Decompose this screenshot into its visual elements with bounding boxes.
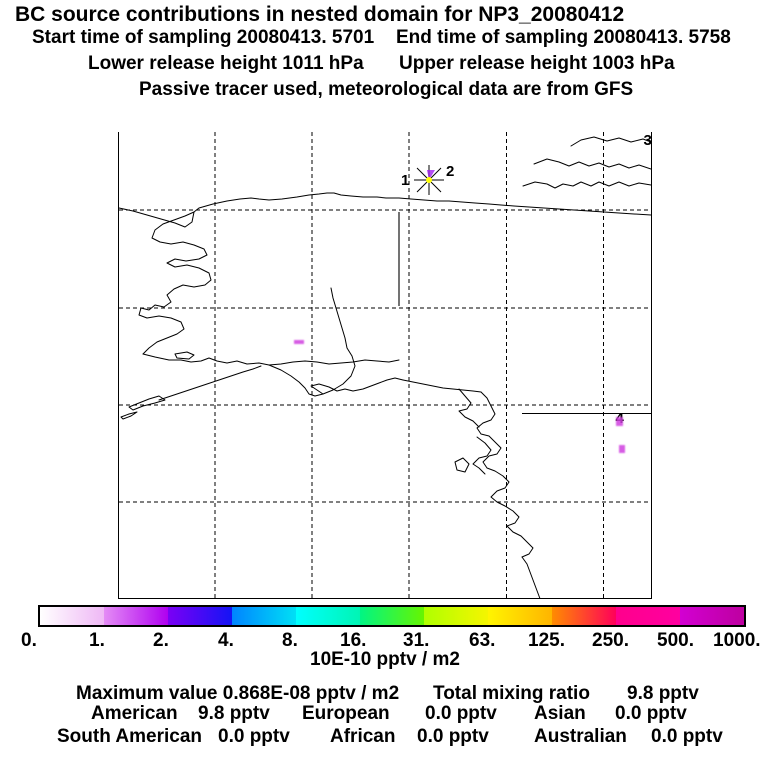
svg-text:2: 2 <box>446 163 454 180</box>
svg-text:1: 1 <box>401 172 409 189</box>
